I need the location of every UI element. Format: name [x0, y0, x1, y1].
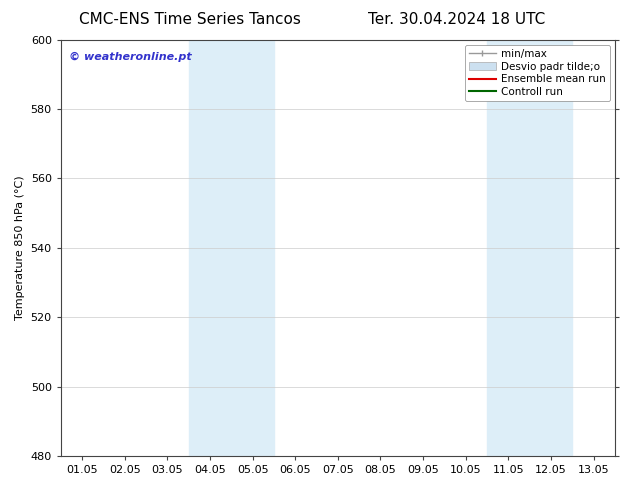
Text: Ter. 30.04.2024 18 UTC: Ter. 30.04.2024 18 UTC: [368, 12, 545, 27]
Text: © weatheronline.pt: © weatheronline.pt: [69, 52, 192, 62]
Bar: [189, 40, 274, 456]
Text: CMC-ENS Time Series Tancos: CMC-ENS Time Series Tancos: [79, 12, 301, 27]
Bar: [487, 40, 573, 456]
Legend: min/max, Desvio padr tilde;o, Ensemble mean run, Controll run: min/max, Desvio padr tilde;o, Ensemble m…: [465, 45, 610, 101]
Y-axis label: Temperature 850 hPa (°C): Temperature 850 hPa (°C): [15, 175, 25, 320]
